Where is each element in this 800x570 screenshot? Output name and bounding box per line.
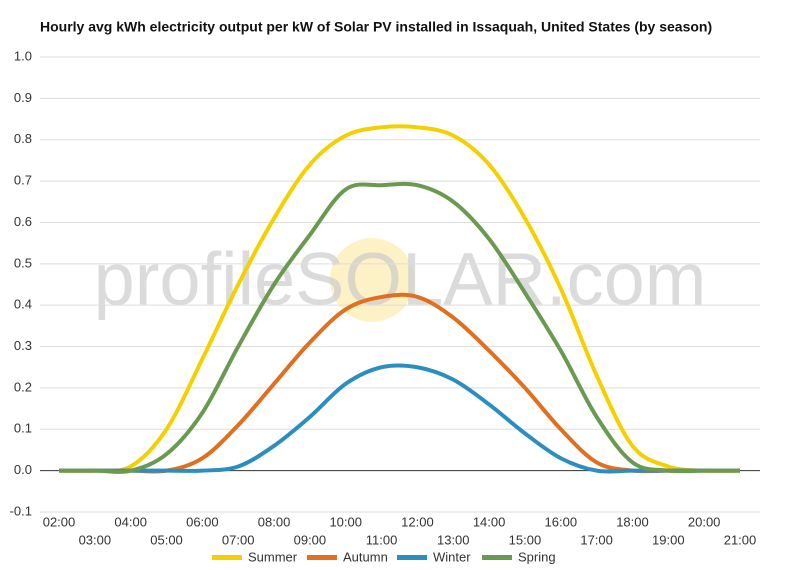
x-tick-label: 19:00 [652, 532, 685, 547]
x-tick-label: 10:00 [329, 514, 362, 529]
x-tick-label: 13:00 [437, 532, 470, 547]
legend-label: Winter [433, 549, 471, 564]
legend-label: Spring [518, 549, 556, 564]
series-line [58, 292, 740, 474]
y-tick-label: 0.8 [14, 131, 32, 146]
x-tick-label: 17:00 [580, 532, 613, 547]
x-tick-label: 06:00 [186, 514, 219, 529]
watermark-sun [330, 238, 414, 322]
series-line [58, 124, 741, 473]
x-tick-label: 14:00 [473, 514, 506, 529]
chart-title: Hourly avg kWh electricity output per kW… [40, 19, 712, 35]
x-tick-label: 21:00 [724, 532, 757, 547]
legend-swatch [307, 555, 337, 560]
x-tick-label: 12:00 [401, 514, 434, 529]
x-tick-label: 20:00 [688, 514, 721, 529]
y-tick-label: 0.6 [14, 214, 32, 229]
legend-label: Autumn [343, 549, 388, 564]
watermark: profileSOLAR.com [94, 238, 707, 322]
y-tick-label: 0.9 [14, 90, 32, 105]
legend-swatch [212, 555, 242, 560]
y-tick-label: 0.0 [14, 462, 32, 477]
y-tick-label: 0.3 [14, 338, 32, 353]
series-line [58, 181, 740, 474]
y-tick-label: 0.2 [14, 379, 32, 394]
y-tick-label: 1.0 [14, 48, 32, 63]
x-tick-label: 15:00 [509, 532, 542, 547]
x-tick-label: 04:00 [114, 514, 147, 529]
y-tick-label: 0.1 [14, 421, 32, 436]
x-tick-label: 18:00 [616, 514, 649, 529]
x-tick-label: 09:00 [294, 532, 327, 547]
x-tick-label: 02:00 [43, 514, 76, 529]
legend-label: Summer [248, 549, 298, 564]
legend-swatch [397, 555, 427, 560]
x-tick-label: 03:00 [79, 532, 112, 547]
legend-swatch [482, 555, 512, 560]
series-line [58, 363, 740, 474]
y-tick-label: -0.1 [10, 503, 32, 518]
watermark-text: profileSOLAR.com [94, 238, 707, 321]
y-tick-label: 0.4 [14, 297, 32, 312]
x-tick-label: 11:00 [366, 532, 398, 547]
x-tick-label: 08:00 [258, 514, 291, 529]
y-tick-label: 0.5 [14, 255, 32, 270]
x-tick-label: 16:00 [545, 514, 578, 529]
x-tick-label: 07:00 [222, 532, 255, 547]
y-tick-label: 0.7 [14, 173, 32, 188]
x-tick-label: 05:00 [150, 532, 183, 547]
